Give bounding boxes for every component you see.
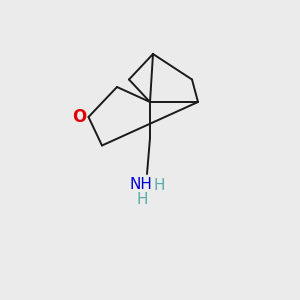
Text: O: O <box>72 108 87 126</box>
Text: NH: NH <box>130 177 152 192</box>
Text: H: H <box>137 192 148 207</box>
Text: H: H <box>153 178 165 194</box>
